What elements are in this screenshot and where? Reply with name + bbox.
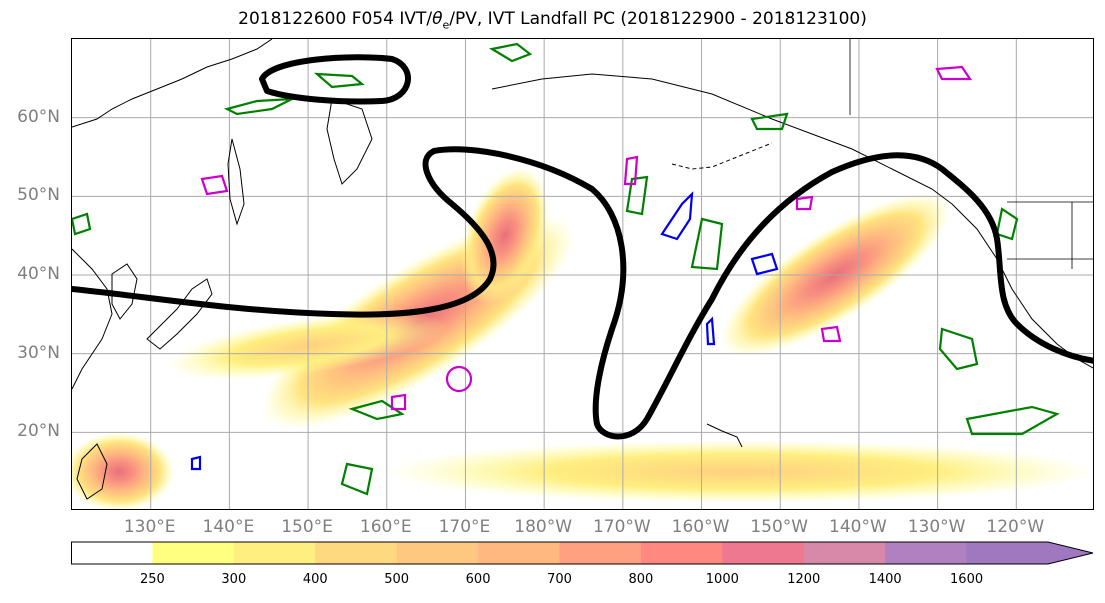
- ivt-plume-hook-north: [460, 167, 549, 304]
- lon-tick-label: 120°W: [986, 517, 1045, 537]
- pv-contour: [750, 112, 789, 131]
- ivt-landfall-contours: [72, 54, 1093, 440]
- theta-e-contour: [820, 325, 842, 343]
- aleutian-islands: [671, 142, 773, 170]
- colorbar-tick-label: 600: [465, 572, 491, 587]
- colorbar-tick-label: 400: [302, 572, 328, 587]
- coastline-japan: [146, 278, 213, 350]
- theta-e-contour: [660, 191, 694, 241]
- lon-tick-label: 170°E: [438, 517, 491, 537]
- colorbar-tick-label: 1000: [705, 572, 739, 587]
- lat-tick-label: 30°N: [17, 342, 60, 363]
- lon-tick-label: 170°W: [592, 517, 651, 537]
- coastline-sakhalin: [227, 138, 245, 226]
- theta-e-contour: [445, 365, 473, 393]
- lat-tick-label: 60°N: [17, 106, 60, 127]
- coastline-hawaii: [706, 423, 743, 448]
- colorbar-segment: [722, 542, 805, 564]
- colorbar-tick-label: 1200: [787, 572, 821, 587]
- coastline-china: [72, 248, 113, 390]
- pv-contour: [625, 175, 649, 216]
- pv-contour: [488, 42, 533, 63]
- pv-contour: [965, 405, 1060, 436]
- lon-tick-label: 140°W: [829, 517, 887, 537]
- ivt-plume-tropical-west: [72, 432, 175, 509]
- colorbar: [71, 541, 1094, 565]
- theta-e-contour: [190, 455, 202, 471]
- pv-contour: [938, 327, 979, 371]
- colorbar-segment: [396, 542, 479, 564]
- colorbar-segment: [233, 542, 316, 564]
- coastline-philippines: [76, 443, 108, 500]
- colorbar-segment: [71, 542, 153, 564]
- pv-contour: [313, 72, 365, 89]
- theta-e-contour: [390, 393, 407, 411]
- political-borders: [849, 39, 1093, 269]
- colorbar-tick-label: 300: [221, 572, 247, 587]
- colorbar-tick-label: 700: [547, 572, 572, 587]
- plot-title: 2018122600 F054 IVT/θe/PV, IVT Landfall …: [238, 9, 867, 32]
- lon-tick-label: 150°E: [281, 517, 333, 537]
- colorbar-outline: [71, 541, 1094, 565]
- colorbar-segment: [885, 542, 968, 564]
- coastlines: [72, 39, 1093, 500]
- lon-tick-label: 160°E: [359, 517, 412, 537]
- colorbar-tick-label: 500: [384, 572, 410, 587]
- pv-contour: [72, 212, 92, 236]
- theta-e-contour: [750, 252, 779, 276]
- theta-e-contour: [623, 155, 639, 186]
- colorbar-segments: [71, 541, 1094, 565]
- theta-subscript: e: [442, 18, 450, 32]
- pv-contour: [340, 462, 374, 496]
- colorbar-segment: [640, 542, 723, 564]
- colorbar-tick-label: 1400: [868, 572, 902, 587]
- lat-tick-label: 20°N: [17, 421, 60, 442]
- lat-tick-label: 50°N: [17, 185, 60, 206]
- grid-lines: [72, 39, 1093, 509]
- map-panel: [71, 38, 1094, 510]
- colorbar-extend-arrow: [966, 542, 1093, 564]
- coastline-kamchatka: [326, 98, 373, 185]
- lon-tick-label: 140°E: [202, 517, 255, 537]
- pv-contour: [995, 207, 1019, 241]
- theta-e-contour: [200, 174, 229, 196]
- pv-contour: [223, 97, 293, 116]
- theta-e-contour: [935, 65, 973, 81]
- colorbar-tick-label: 250: [139, 572, 165, 587]
- landfall-contour-north: [259, 54, 411, 105]
- coastline-alaska: [491, 73, 953, 205]
- map-canvas: [72, 39, 1093, 509]
- lon-tick-label: 150°W: [750, 517, 809, 537]
- colorbar-segment: [803, 542, 886, 564]
- coastline-asia: [72, 39, 273, 128]
- lon-tick-label: 130°E: [123, 517, 176, 537]
- colorbar-segment: [315, 542, 398, 564]
- theta-e-contour: [795, 195, 814, 211]
- theta-e-contour: [705, 316, 716, 346]
- colorbar-tick-label: 1600: [950, 572, 984, 587]
- pv-contour: [690, 217, 724, 271]
- lon-tick-label: 180°W: [514, 517, 573, 537]
- lon-tick-label: 160°W: [671, 517, 730, 537]
- theta-e-contours: [190, 65, 973, 471]
- pv-contours: [72, 42, 1060, 496]
- coastline-korea: [111, 263, 138, 320]
- colorbar-segment: [152, 542, 235, 564]
- colorbar-segment: [559, 542, 642, 564]
- lon-tick-label: 130°W: [907, 517, 966, 537]
- colorbar-tick-label: 800: [628, 572, 654, 587]
- ivt-plume-tropical-band: [386, 440, 1093, 504]
- theta-symbol: θ: [432, 9, 443, 29]
- lat-tick-label: 40°N: [17, 264, 60, 284]
- pv-contour: [348, 399, 405, 421]
- border-state-lines: [1007, 202, 1093, 269]
- colorbar-segment: [478, 542, 560, 564]
- landfall-contour-main: [72, 146, 1093, 440]
